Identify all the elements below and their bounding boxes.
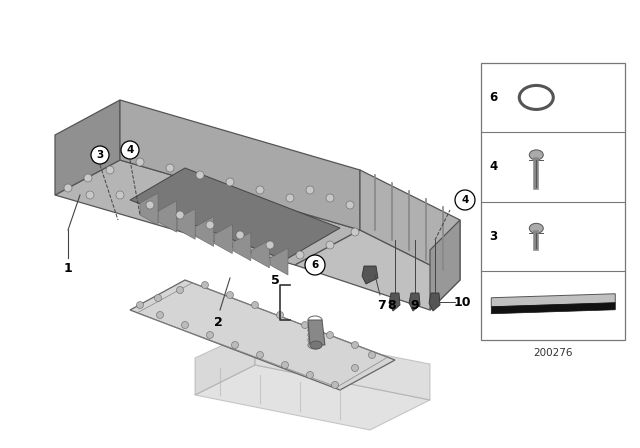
Circle shape <box>136 302 143 309</box>
Circle shape <box>306 186 314 194</box>
Ellipse shape <box>310 341 322 349</box>
Circle shape <box>202 281 209 289</box>
Circle shape <box>346 201 354 209</box>
Polygon shape <box>308 320 325 345</box>
Polygon shape <box>252 240 269 268</box>
Polygon shape <box>140 193 158 225</box>
Circle shape <box>177 287 184 293</box>
Circle shape <box>326 194 334 202</box>
Circle shape <box>91 146 109 164</box>
Circle shape <box>351 365 358 371</box>
Polygon shape <box>429 293 440 311</box>
Polygon shape <box>177 209 195 239</box>
Circle shape <box>276 311 284 319</box>
Text: 2: 2 <box>214 315 222 328</box>
Polygon shape <box>120 100 360 230</box>
Polygon shape <box>360 170 460 280</box>
Polygon shape <box>389 293 400 311</box>
Circle shape <box>252 302 259 309</box>
Circle shape <box>296 251 304 259</box>
Circle shape <box>307 371 314 379</box>
Circle shape <box>166 164 174 172</box>
Circle shape <box>84 174 92 182</box>
Text: 4: 4 <box>126 145 134 155</box>
Circle shape <box>196 171 204 179</box>
Circle shape <box>182 322 189 328</box>
Polygon shape <box>55 100 120 195</box>
Circle shape <box>369 352 376 358</box>
Circle shape <box>232 341 239 349</box>
Polygon shape <box>196 216 214 246</box>
Circle shape <box>301 322 308 328</box>
Circle shape <box>226 178 234 186</box>
Circle shape <box>256 186 264 194</box>
Text: 4: 4 <box>461 195 468 205</box>
Circle shape <box>326 241 334 249</box>
Text: 5: 5 <box>271 273 280 287</box>
Polygon shape <box>233 232 251 261</box>
Polygon shape <box>130 168 340 260</box>
Text: 6: 6 <box>489 91 497 104</box>
Circle shape <box>455 190 475 210</box>
Polygon shape <box>295 230 460 310</box>
Ellipse shape <box>529 223 543 233</box>
Circle shape <box>227 292 234 298</box>
Text: 3: 3 <box>489 230 497 243</box>
Polygon shape <box>159 201 177 232</box>
Polygon shape <box>195 365 430 430</box>
Text: 200276: 200276 <box>534 349 573 358</box>
Text: 6: 6 <box>312 260 319 270</box>
Text: 10: 10 <box>453 296 471 309</box>
Circle shape <box>266 241 274 249</box>
Circle shape <box>176 211 184 219</box>
Circle shape <box>257 352 264 358</box>
Ellipse shape <box>529 150 543 160</box>
Polygon shape <box>492 303 615 314</box>
Polygon shape <box>214 224 232 254</box>
Polygon shape <box>55 160 360 265</box>
Circle shape <box>286 194 294 202</box>
Polygon shape <box>409 293 420 311</box>
Circle shape <box>236 231 244 239</box>
Text: 7: 7 <box>378 298 387 311</box>
Circle shape <box>116 191 124 199</box>
Polygon shape <box>195 330 255 395</box>
Circle shape <box>332 382 339 388</box>
Text: 3: 3 <box>97 150 104 160</box>
Polygon shape <box>130 280 395 390</box>
Circle shape <box>351 228 359 236</box>
Circle shape <box>206 221 214 229</box>
Circle shape <box>157 311 163 319</box>
Circle shape <box>121 141 139 159</box>
Circle shape <box>351 341 358 349</box>
Circle shape <box>106 166 114 174</box>
Circle shape <box>326 332 333 339</box>
Circle shape <box>136 158 144 166</box>
Polygon shape <box>255 330 430 400</box>
Circle shape <box>305 255 325 275</box>
Text: 4: 4 <box>489 160 497 173</box>
Text: 8: 8 <box>388 298 396 311</box>
Text: 1: 1 <box>63 262 72 275</box>
Circle shape <box>64 184 72 192</box>
Circle shape <box>154 294 161 302</box>
Polygon shape <box>270 248 288 275</box>
Text: 9: 9 <box>411 298 419 311</box>
Circle shape <box>207 332 214 339</box>
Polygon shape <box>362 266 378 284</box>
Circle shape <box>86 191 94 199</box>
Polygon shape <box>492 294 615 307</box>
Bar <box>481 63 625 340</box>
Circle shape <box>146 201 154 209</box>
Circle shape <box>282 362 289 369</box>
Polygon shape <box>430 220 460 310</box>
